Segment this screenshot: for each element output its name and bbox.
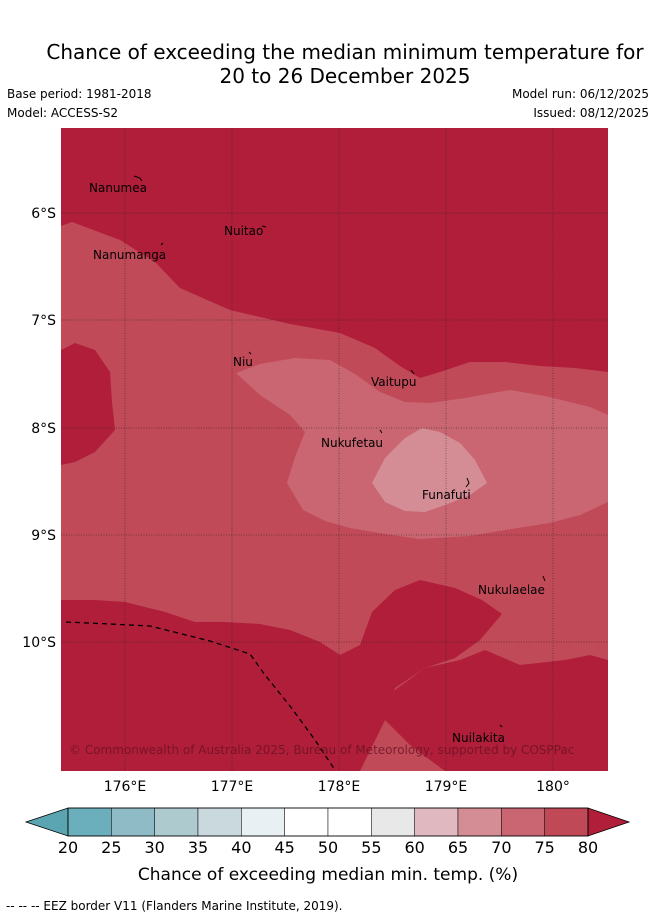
colorbar-tick-45: 45 [274, 838, 294, 857]
colorbar-over-arrow [587, 807, 631, 837]
lon-label-176e: 176°E [104, 779, 147, 795]
map-figure: Nanumea Nuitao Nanumanga Niu Vaitupu Nuk… [22, 128, 631, 885]
colorbar-tick-80: 80 [578, 838, 598, 857]
colorbar-frame [67, 807, 589, 837]
colorbar-tick-labels: 20 25 30 35 40 45 50 55 60 65 70 75 80 [58, 838, 598, 857]
title-line-1: Chance of exceeding the median minimum t… [46, 40, 644, 64]
band-60-65 [372, 428, 487, 512]
colorbar-box-65-70 [457, 807, 502, 837]
colorbar-box-70-75 [501, 807, 545, 837]
copyright-notice: © Commonwealth of Australia 2025, Bureau… [69, 743, 574, 757]
title-line-2: 20 to 26 December 2025 [219, 64, 471, 88]
colorbar-box-25-30 [111, 807, 155, 837]
lon-label-179e: 179°E [425, 779, 468, 795]
colorbar-under-arrow [24, 807, 69, 837]
lon-label-177e: 177°E [211, 779, 254, 795]
model-run: Model run: 06/12/2025 [511, 87, 649, 101]
colorbar: 20 25 30 35 40 45 50 55 60 65 70 75 80 Chance of exc… [24, 807, 631, 885]
place-label-nanumanga: Nanumanga [93, 248, 166, 262]
lat-label-6s: 6°S [31, 206, 56, 222]
longitude-labels: 176°E 177°E 178°E 179°E 180° [104, 779, 570, 795]
place-label-vaitupu: Vaitupu [371, 375, 417, 389]
colorbar-tick-40: 40 [231, 838, 251, 857]
colorbar-box-55-60 [371, 807, 415, 837]
island-outlines [133, 175, 546, 728]
colorbar-tick-20: 20 [58, 838, 78, 857]
model-name: Model: ACCESS-S2 [7, 106, 119, 120]
eez-border-line [65, 621, 336, 771]
place-label-niu: Niu [233, 355, 253, 369]
probability-field: Nanumea Nuitao Nanumanga Niu Vaitupu Nuk… [61, 128, 608, 771]
colorbar-tick-25: 25 [101, 838, 121, 857]
place-label-nuitao: Nuitao [224, 224, 263, 238]
place-label-nukulaelae: Nukulaelae [478, 583, 545, 597]
lat-label-7s: 7°S [31, 313, 56, 329]
colorbar-box-40-45 [241, 807, 285, 837]
graticule [61, 128, 608, 771]
colorbar-box-20-25 [67, 807, 112, 837]
place-label-nanumea: Nanumea [89, 181, 147, 195]
colorbar-tick-35: 35 [188, 838, 208, 857]
place-label-funafuti: Funafuti [422, 488, 471, 502]
colorbar-box-50-55 [327, 807, 372, 837]
colorbar-tick-75: 75 [534, 838, 554, 857]
colorbar-box-35-40 [197, 807, 242, 837]
colorbar-tick-70: 70 [491, 838, 511, 857]
band-75-80-south [61, 580, 502, 771]
eez-legend-note: -- -- -- EEZ border V11 (Flanders Marine… [6, 899, 343, 913]
colorbar-tick-50: 50 [318, 838, 338, 857]
colorbar-boxes [67, 807, 589, 837]
lat-label-10s: 10°S [22, 635, 56, 651]
band-75-80-west [61, 343, 115, 465]
issued-date: Issued: 08/12/2025 [533, 106, 649, 120]
lat-label-8s: 8°S [31, 421, 56, 437]
lon-label-178e: 178°E [318, 779, 361, 795]
colorbar-box-45-50 [284, 807, 329, 837]
colorbar-tick-65: 65 [448, 838, 468, 857]
place-label-nukufetau: Nukufetau [321, 436, 383, 450]
colorbar-box-60-65 [414, 807, 459, 837]
colorbar-tick-55: 55 [361, 838, 381, 857]
colorbar-box-75-80 [544, 807, 589, 837]
place-label-nuilakita: Nuilakita [452, 731, 505, 745]
colorbar-axis-label: Chance of exceeding median min. temp. (%… [138, 865, 518, 885]
base-period: Base period: 1981-2018 [7, 87, 152, 101]
colorbar-tick-60: 60 [404, 838, 424, 857]
lon-label-180: 180° [536, 779, 570, 795]
colorbar-box-30-35 [154, 807, 199, 837]
latitude-labels: 6°S 7°S 8°S 9°S 10°S [22, 206, 56, 651]
lat-label-9s: 9°S [31, 528, 56, 544]
colorbar-tick-30: 30 [144, 838, 164, 857]
